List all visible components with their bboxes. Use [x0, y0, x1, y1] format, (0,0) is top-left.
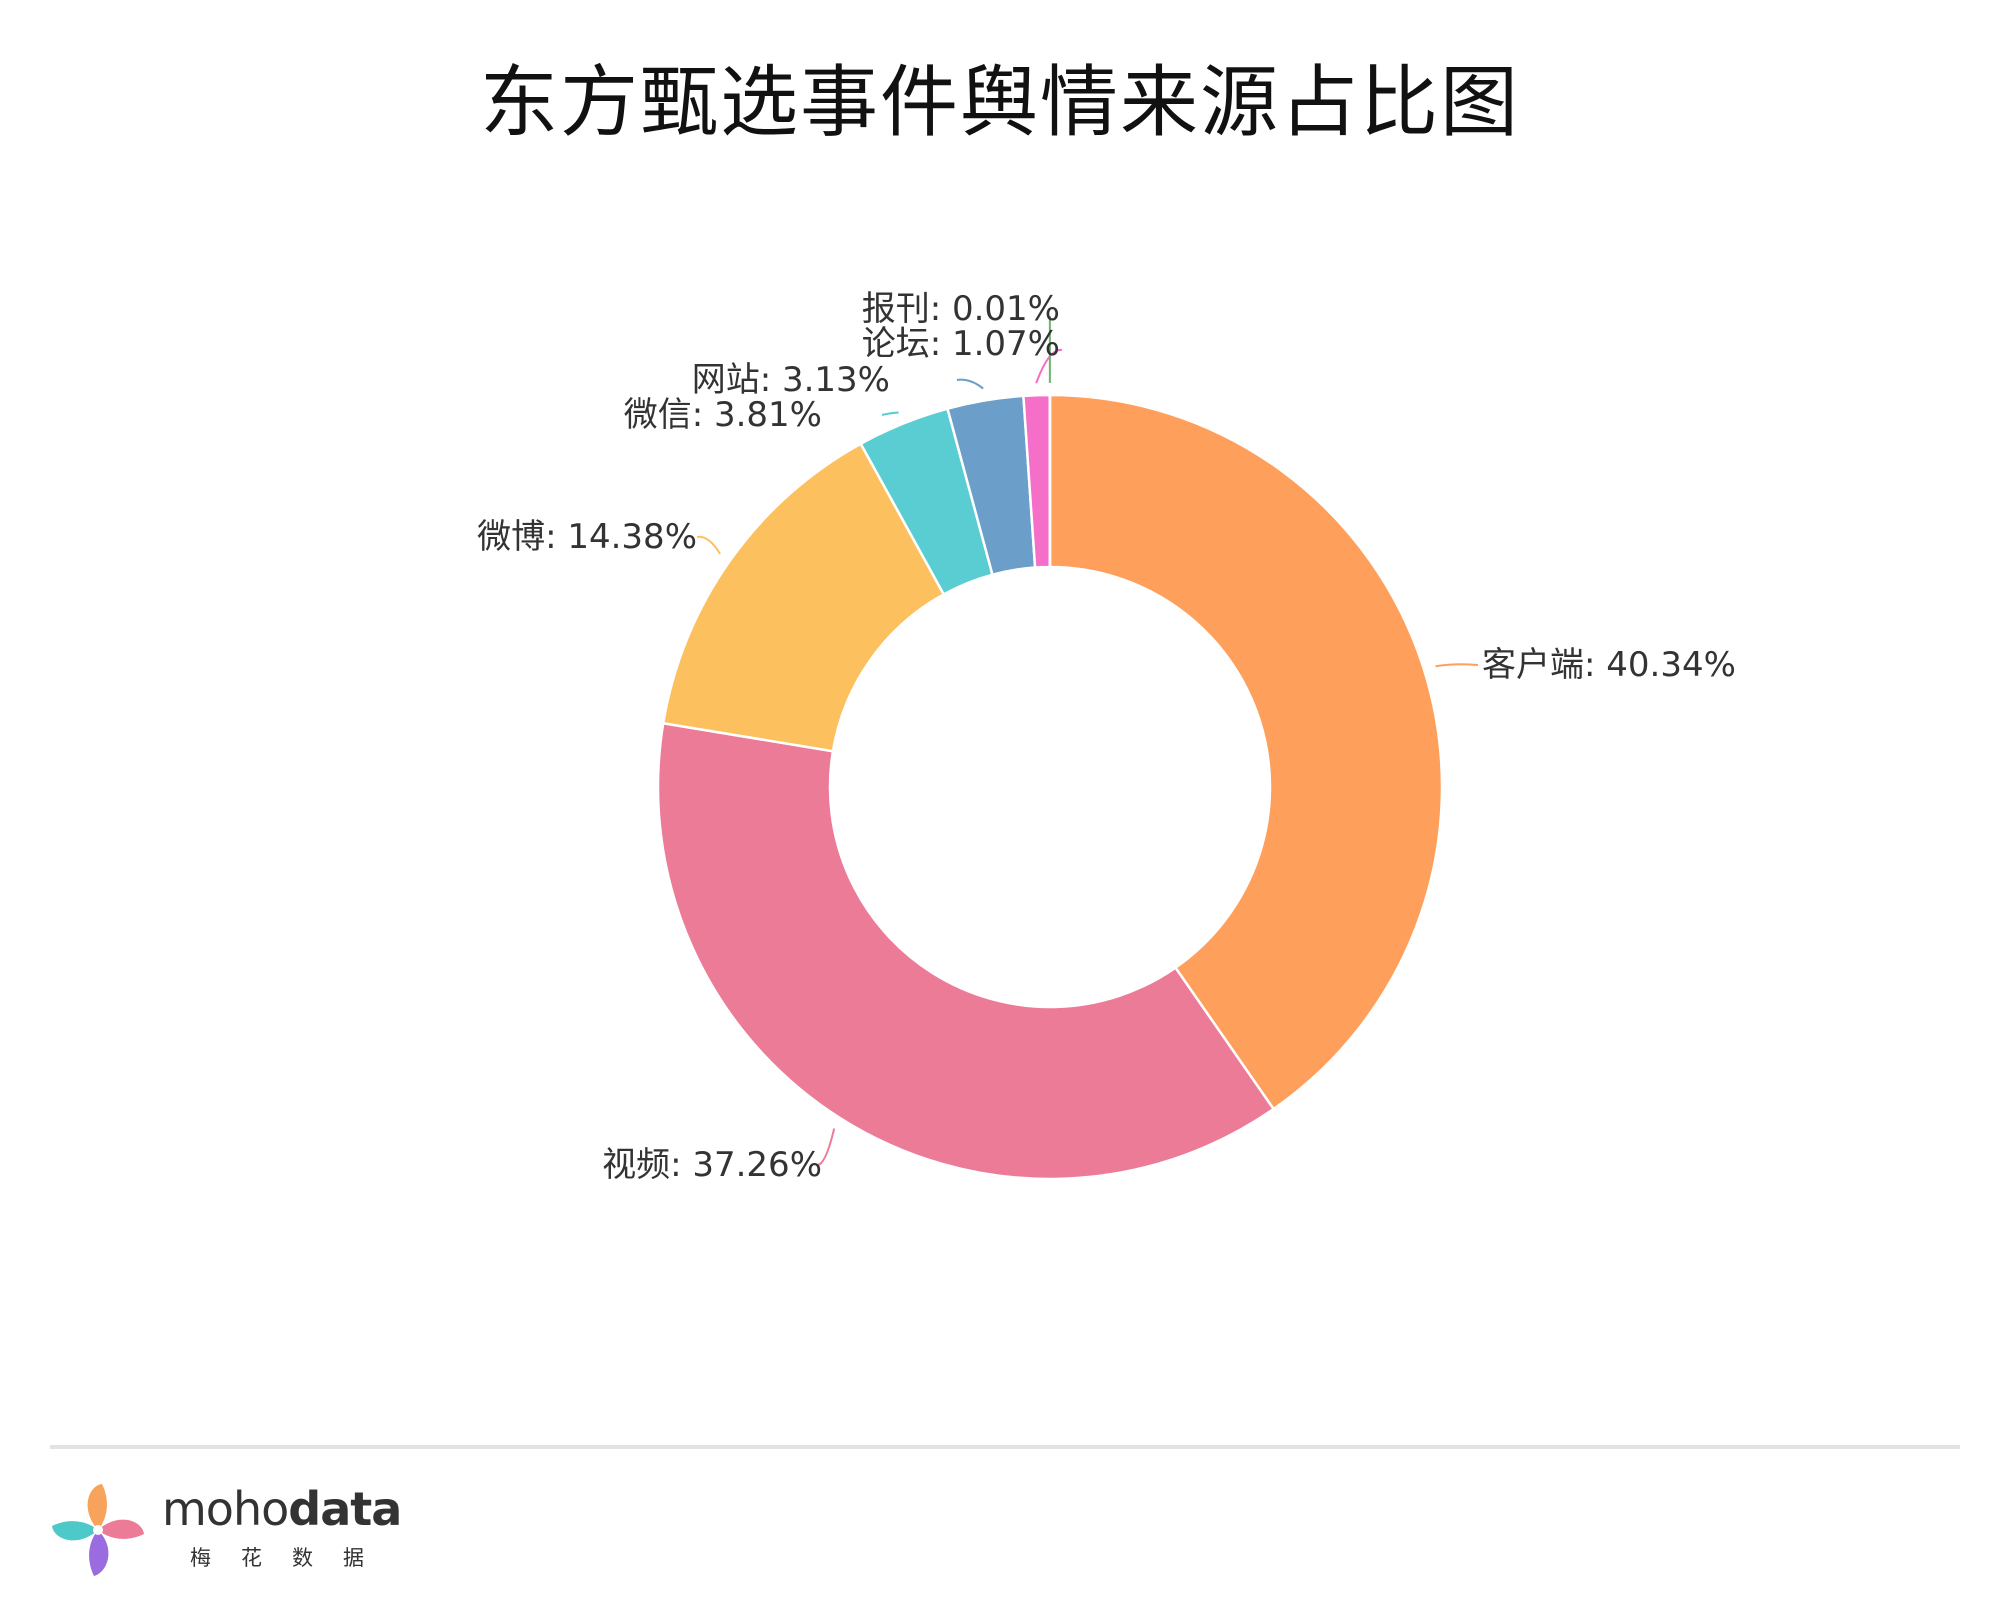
label-leader-lines — [696, 316, 1479, 1166]
slice-4-label: 网站: 3.13% — [692, 360, 890, 400]
chart-title: 东方甄选事件舆情来源占比图 — [479, 58, 1520, 148]
slice-labels: 客户端: 40.34% 视频: 37.26% 微博: 14.38% 微信: 3.81%… — [477, 289, 1736, 1185]
brand-subtitle: 梅花数据 — [190, 1546, 394, 1570]
slice-0-label: 客户端: 40.34% — [1482, 645, 1736, 685]
brand-name-bold: data — [288, 1482, 402, 1536]
slice-5-label: 论坛: 1.07% — [862, 324, 1060, 364]
slice-4-leader — [956, 378, 984, 390]
slice-2-label: 微博: 14.38% — [477, 517, 697, 557]
slice-1-label: 视频: 37.26% — [602, 1145, 822, 1185]
brand-name-light: moho — [162, 1482, 289, 1536]
pinwheel-logo-icon — [52, 1484, 144, 1576]
slice-2[interactable] — [661, 442, 946, 753]
donut-slices — [656, 393, 1444, 1181]
slice-2-leader — [696, 535, 721, 555]
slice-0-leader — [1435, 663, 1479, 668]
slice-1[interactable] — [656, 721, 1276, 1181]
brand-logo-block: mohodata 梅花数据 — [50, 1480, 450, 1580]
brand-name: mohodata — [162, 1482, 402, 1536]
donut-chart: 客户端: 40.34% 视频: 37.26% 微博: 14.38% 微信: 3.81%… — [477, 289, 1736, 1185]
slice-6-label: 报刊: 0.01% — [862, 289, 1060, 329]
slice-3-leader — [881, 411, 899, 416]
slice-3-label: 微信: 3.81% — [624, 395, 822, 435]
slice-1-leader — [817, 1128, 836, 1166]
footer-divider — [50, 1445, 1960, 1449]
slice-0[interactable] — [1048, 393, 1444, 1111]
